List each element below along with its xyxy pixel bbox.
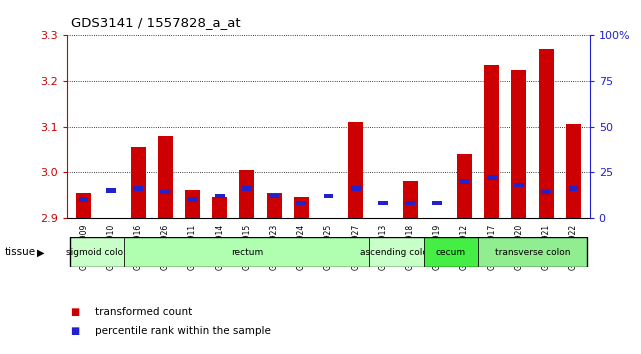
Text: transformed count: transformed count [95,307,192,316]
Bar [158,136,172,218]
Bar [569,186,578,191]
Bar [433,201,442,205]
Bar [188,197,197,202]
Text: ■: ■ [71,307,79,316]
Bar [457,154,472,218]
FancyBboxPatch shape [424,237,478,267]
Bar [212,197,227,218]
FancyBboxPatch shape [478,237,587,267]
Bar [133,186,143,191]
Bar [512,70,526,218]
Bar [131,147,146,218]
Bar [487,175,497,180]
Bar [103,218,119,220]
Text: sigmoid colon: sigmoid colon [66,248,129,257]
Bar [239,170,254,218]
Text: GDS3141 / 1557828_a_at: GDS3141 / 1557828_a_at [71,16,240,29]
Bar [460,179,469,183]
Text: percentile rank within the sample: percentile rank within the sample [95,326,271,336]
Bar [294,197,309,218]
Bar [269,194,279,198]
Text: ▶: ▶ [37,247,44,257]
Bar [514,183,524,187]
Text: cecum: cecum [436,248,466,257]
Bar [351,186,361,191]
Bar [267,193,281,218]
Bar [215,194,224,198]
Bar [321,218,336,220]
Text: tissue: tissue [5,247,37,257]
Bar [541,190,551,194]
Text: ■: ■ [71,326,79,336]
Bar [405,201,415,205]
FancyBboxPatch shape [369,237,424,267]
Bar [76,193,91,218]
Bar [160,190,170,194]
Bar [296,201,306,205]
Text: transverse colon: transverse colon [495,248,570,257]
Bar [348,122,363,218]
FancyBboxPatch shape [70,237,124,267]
FancyBboxPatch shape [124,237,369,267]
Bar [403,181,418,218]
Bar [79,197,88,202]
Bar [242,186,252,191]
Bar [566,124,581,218]
Bar [485,65,499,218]
Text: rectum: rectum [231,248,263,257]
Bar [538,49,554,218]
Bar [185,190,200,218]
Bar [324,194,333,198]
Bar [106,188,116,193]
Text: ascending colon: ascending colon [360,248,433,257]
Bar [378,201,388,205]
